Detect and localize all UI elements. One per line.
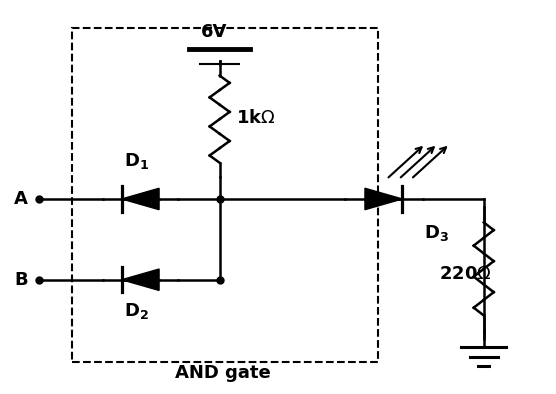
Bar xyxy=(72,28,378,362)
Text: A: A xyxy=(14,190,28,208)
Polygon shape xyxy=(122,188,159,210)
Text: $\mathbf{D_2}$: $\mathbf{D_2}$ xyxy=(124,301,148,322)
Text: 220$\Omega$: 220$\Omega$ xyxy=(439,265,492,283)
Polygon shape xyxy=(122,269,159,290)
Text: B: B xyxy=(14,271,28,289)
Text: $\mathbf{D_1}$: $\mathbf{D_1}$ xyxy=(124,151,148,171)
Text: $\mathbf{D_3}$: $\mathbf{D_3}$ xyxy=(424,223,449,243)
Text: 6V: 6V xyxy=(201,23,227,41)
Text: AND gate: AND gate xyxy=(175,364,270,382)
Text: 1k$\Omega$: 1k$\Omega$ xyxy=(236,109,276,127)
Polygon shape xyxy=(365,188,403,210)
